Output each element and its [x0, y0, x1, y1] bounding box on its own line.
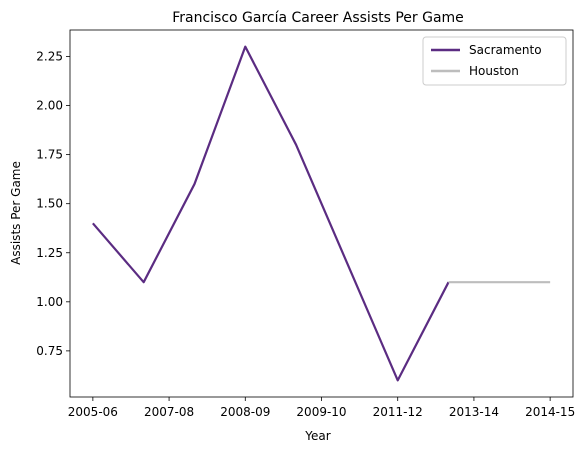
x-tick-label: 2008-09: [220, 405, 270, 419]
y-axis-ticks: 0.75 1.00 1.25 1.50 1.75 2.00 2.25: [36, 49, 70, 358]
legend-label-sacramento: Sacramento: [469, 43, 542, 57]
chart-title: Francisco García Career Assists Per Game: [172, 10, 464, 26]
y-tick-label: 0.75: [36, 344, 63, 358]
x-axis-label: Year: [304, 429, 330, 443]
y-tick-label: 1.50: [36, 197, 63, 211]
x-tick-label: 2007-08: [144, 405, 194, 419]
x-tick-label: 2013-14: [449, 405, 499, 419]
x-tick-label: 2009-10: [296, 405, 346, 419]
y-tick-label: 1.00: [36, 295, 63, 309]
plot-frame: [69, 29, 574, 398]
x-tick-label: 2014-15: [525, 405, 575, 419]
legend: Sacramento Houston: [422, 36, 567, 86]
series-layer: [92, 45, 551, 382]
y-tick-label: 2.25: [36, 49, 63, 63]
y-tick-label: 2.00: [36, 99, 63, 113]
y-axis-label: Assists Per Game: [9, 161, 23, 265]
x-axis-ticks: 2005-06 2007-08 2008-09 2009-10 2011-12 2013-…: [68, 397, 575, 419]
x-tick-label: 2005-06: [68, 405, 118, 419]
y-tick-label: 1.75: [36, 148, 63, 162]
series-line-sacramento: [92, 45, 450, 382]
y-tick-label: 1.25: [36, 246, 63, 260]
legend-label-houston: Houston: [469, 64, 519, 78]
x-tick-label: 2011-12: [373, 405, 423, 419]
